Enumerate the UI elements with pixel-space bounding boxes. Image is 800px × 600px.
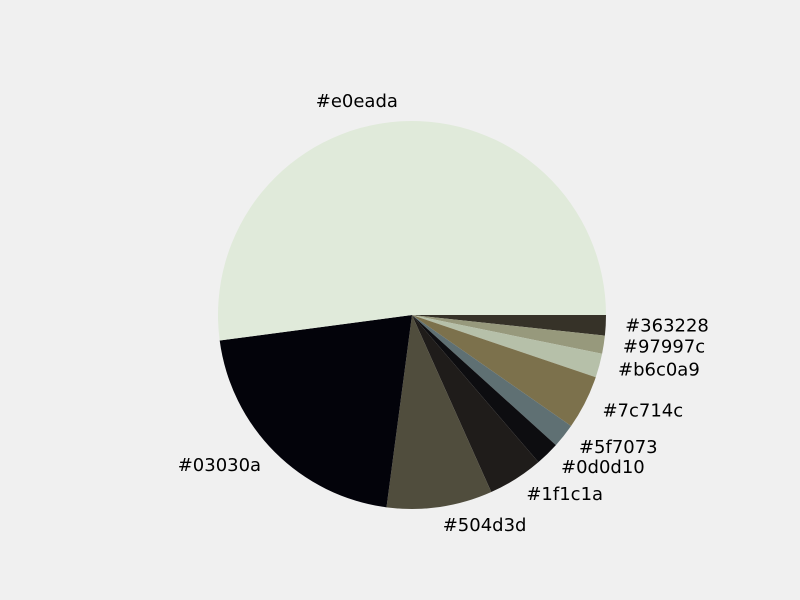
pie-slice-label-3: #7c714c — [602, 400, 683, 421]
pie-slice-7 — [386, 315, 492, 509]
pie-slice-label-8: #03030a — [178, 455, 261, 476]
pie-slice-label-5: #0d0d10 — [561, 457, 645, 478]
pie-slice-6 — [412, 315, 539, 493]
pie-slice-label-2: #b6c0a9 — [618, 360, 700, 381]
pie-labels: #363228#97997c#b6c0a9 #7c714c #5f7073#0d0d… — [178, 91, 709, 536]
pie-slice-8 — [219, 315, 412, 508]
pie-slices — [218, 120, 607, 509]
pie-slice-0 — [412, 315, 606, 336]
pie-slice-label-6: #1f1c1a — [526, 484, 603, 505]
pie-slice-label-7: #504d3d — [443, 515, 527, 536]
pie-slice-4 — [412, 315, 572, 446]
pie-slice-1 — [412, 315, 605, 354]
pie-slice-label-9: #e0eada — [316, 91, 398, 112]
pie-slice-label-4: #5f7073 — [579, 437, 658, 458]
pie-slice-5 — [412, 315, 556, 463]
pie-slice-2 — [412, 315, 603, 378]
pie-slice-3 — [412, 315, 596, 427]
pie-slice-label-1: #97997c — [623, 337, 705, 358]
pie-slice-9 — [218, 120, 607, 341]
pie-slice-label-0: #363228 — [625, 315, 709, 336]
